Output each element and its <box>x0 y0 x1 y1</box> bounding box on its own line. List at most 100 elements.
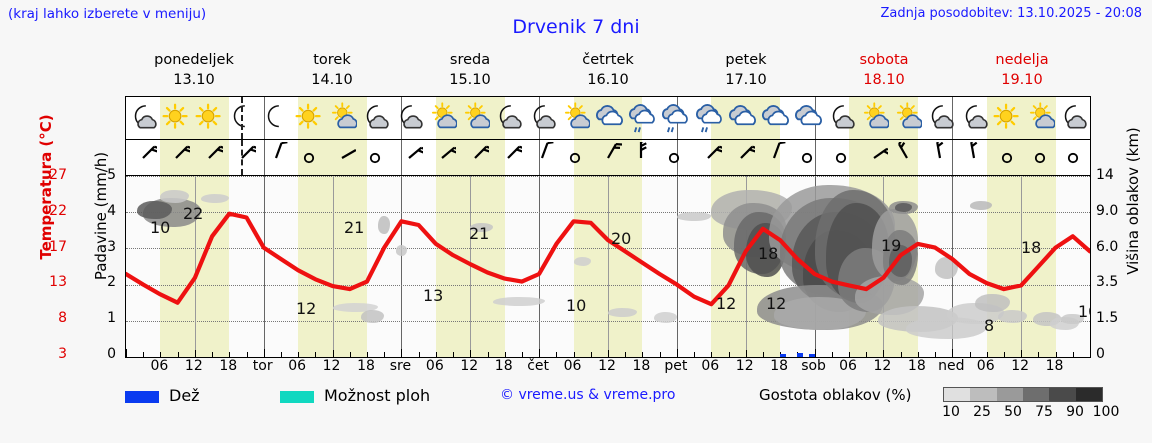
x-tick-label: 18 <box>770 358 789 374</box>
cloud-density-ramp-step <box>996 388 1023 401</box>
cloud-density-region <box>894 203 913 213</box>
moon-cloud-icon <box>925 101 955 135</box>
wind-barb <box>428 142 461 172</box>
temperature-point-label: 20 <box>611 229 632 248</box>
axis-tick <box>866 352 868 357</box>
wind-barb <box>295 142 323 172</box>
x-tick-label: tor <box>252 358 273 374</box>
x-tick-label: 12 <box>598 358 616 374</box>
temperature-tick-label: 13 <box>49 274 67 291</box>
axis-tick <box>332 350 334 357</box>
cloud-density-tick: 25 <box>973 404 991 420</box>
day-date: 15.10 <box>449 72 491 88</box>
cloud-density-tick: 90 <box>1066 404 1084 420</box>
cloud-density-color-ramp <box>943 387 1103 402</box>
cloud-icon <box>759 101 790 135</box>
x-tick-label: sre <box>389 358 412 374</box>
temperature-point-label: 12 <box>766 294 787 313</box>
cloudheight-tick-label: 1.5 <box>1096 310 1119 327</box>
x-tick-label: čet <box>527 358 550 374</box>
current-time-marker <box>240 97 243 139</box>
day-separator <box>539 140 541 175</box>
axis-tick <box>263 349 265 357</box>
wind-barb <box>528 141 556 172</box>
cloud-icon <box>792 101 823 135</box>
cloud-density-tick-labels: 10 25 50 75 90 100 <box>935 404 1119 422</box>
wind-barb <box>494 142 526 172</box>
precipitation-tick-label: 3 <box>107 238 116 255</box>
temperature-point-label: 10 <box>566 296 587 315</box>
moon-cloud-icon <box>826 101 856 135</box>
cloud-density-region <box>137 201 172 220</box>
cloud-density-region <box>160 190 190 204</box>
precipitation-tick-label: 1 <box>107 310 116 327</box>
location-menu-note[interactable]: (kraj lahko izberete v meniju) <box>8 6 207 22</box>
axis-tick <box>608 350 609 357</box>
axis-tick <box>883 350 885 357</box>
sun-cloud-icon <box>859 101 889 135</box>
axis-tick <box>487 352 489 357</box>
axis-tick <box>986 352 988 357</box>
temperature-curve <box>126 211 1090 307</box>
forecast-plot: 10 22 12 21 13 21 10 20 12 18 12 19 8 18 10 <box>125 175 1091 358</box>
x-tick-label: 12 <box>322 358 341 374</box>
temperature-point-label: 18 <box>1021 238 1042 257</box>
cloud-density-region <box>935 257 958 280</box>
day-date: 17.10 <box>725 72 767 88</box>
sun-icon <box>161 101 191 135</box>
axis-tick <box>745 350 747 357</box>
wind-barb <box>129 142 160 172</box>
legend: Dež Možnost ploh © vreme.us & vreme.pro … <box>125 386 1145 436</box>
axis-tick <box>160 352 162 357</box>
cloud-density-region <box>1061 313 1085 325</box>
wind-barb <box>627 140 655 172</box>
axis-tick <box>762 352 764 357</box>
axis-tick <box>935 352 937 357</box>
temperature-point-label: 21 <box>344 218 365 237</box>
precipitation-tick-label: 2 <box>107 274 116 291</box>
axis-tick <box>1072 352 1074 357</box>
day-header-sobota: sobota 18.10 <box>815 50 953 95</box>
cloud-density-tick: 100 <box>1092 404 1120 420</box>
day-separator <box>676 176 678 357</box>
axis-tick <box>367 352 368 357</box>
axis-tick <box>590 352 592 357</box>
axis-tick <box>315 352 317 357</box>
axis-tick <box>246 352 248 357</box>
cloud-density-tick: 75 <box>1035 404 1053 420</box>
moon-cloud-icon <box>128 101 158 135</box>
axis-tick <box>711 352 713 357</box>
temperature-point-label: 12 <box>296 299 317 318</box>
grid-line-vertical <box>608 176 609 357</box>
day-separator <box>401 140 403 175</box>
axis-tick <box>659 352 661 357</box>
sun-cloud-icon <box>460 101 491 135</box>
precipitation-bar <box>780 354 787 357</box>
wind-barb <box>1026 142 1054 172</box>
wind-barb <box>195 142 227 172</box>
axis-tick <box>1038 352 1040 357</box>
day-separator <box>676 140 678 175</box>
sun-cloud-icon <box>1025 101 1056 135</box>
x-tick-label: 18 <box>494 358 513 374</box>
day-header-row: ponedeljek 13.10 torek 14.10 sreda 15.10 četrt… <box>125 50 1091 95</box>
temperature-point-label: 10 <box>1078 302 1090 321</box>
copyright-link[interactable]: © vreme.us & vreme.pro <box>500 387 676 403</box>
wind-barb <box>727 142 759 172</box>
x-tick-label: 18 <box>632 358 651 374</box>
cloud-density-tick: 50 <box>1004 404 1022 420</box>
axis-tick <box>539 349 541 357</box>
axis-tick <box>676 349 678 357</box>
daytime-shade <box>573 176 643 357</box>
x-tick-label: 06 <box>701 358 720 374</box>
precipitation-bar <box>808 354 815 357</box>
axis-tick <box>556 352 558 357</box>
temperature-point-label: 8 <box>984 316 995 335</box>
axis-tick <box>126 349 127 357</box>
cloud-density-ramp-step <box>944 388 971 401</box>
sun-cloud-icon <box>892 101 923 135</box>
axis-tick <box>504 352 506 357</box>
x-tick-label: pet <box>664 358 688 374</box>
day-header-petek: petek 17.10 <box>677 50 815 95</box>
temperature-point-label: 18 <box>758 244 779 263</box>
